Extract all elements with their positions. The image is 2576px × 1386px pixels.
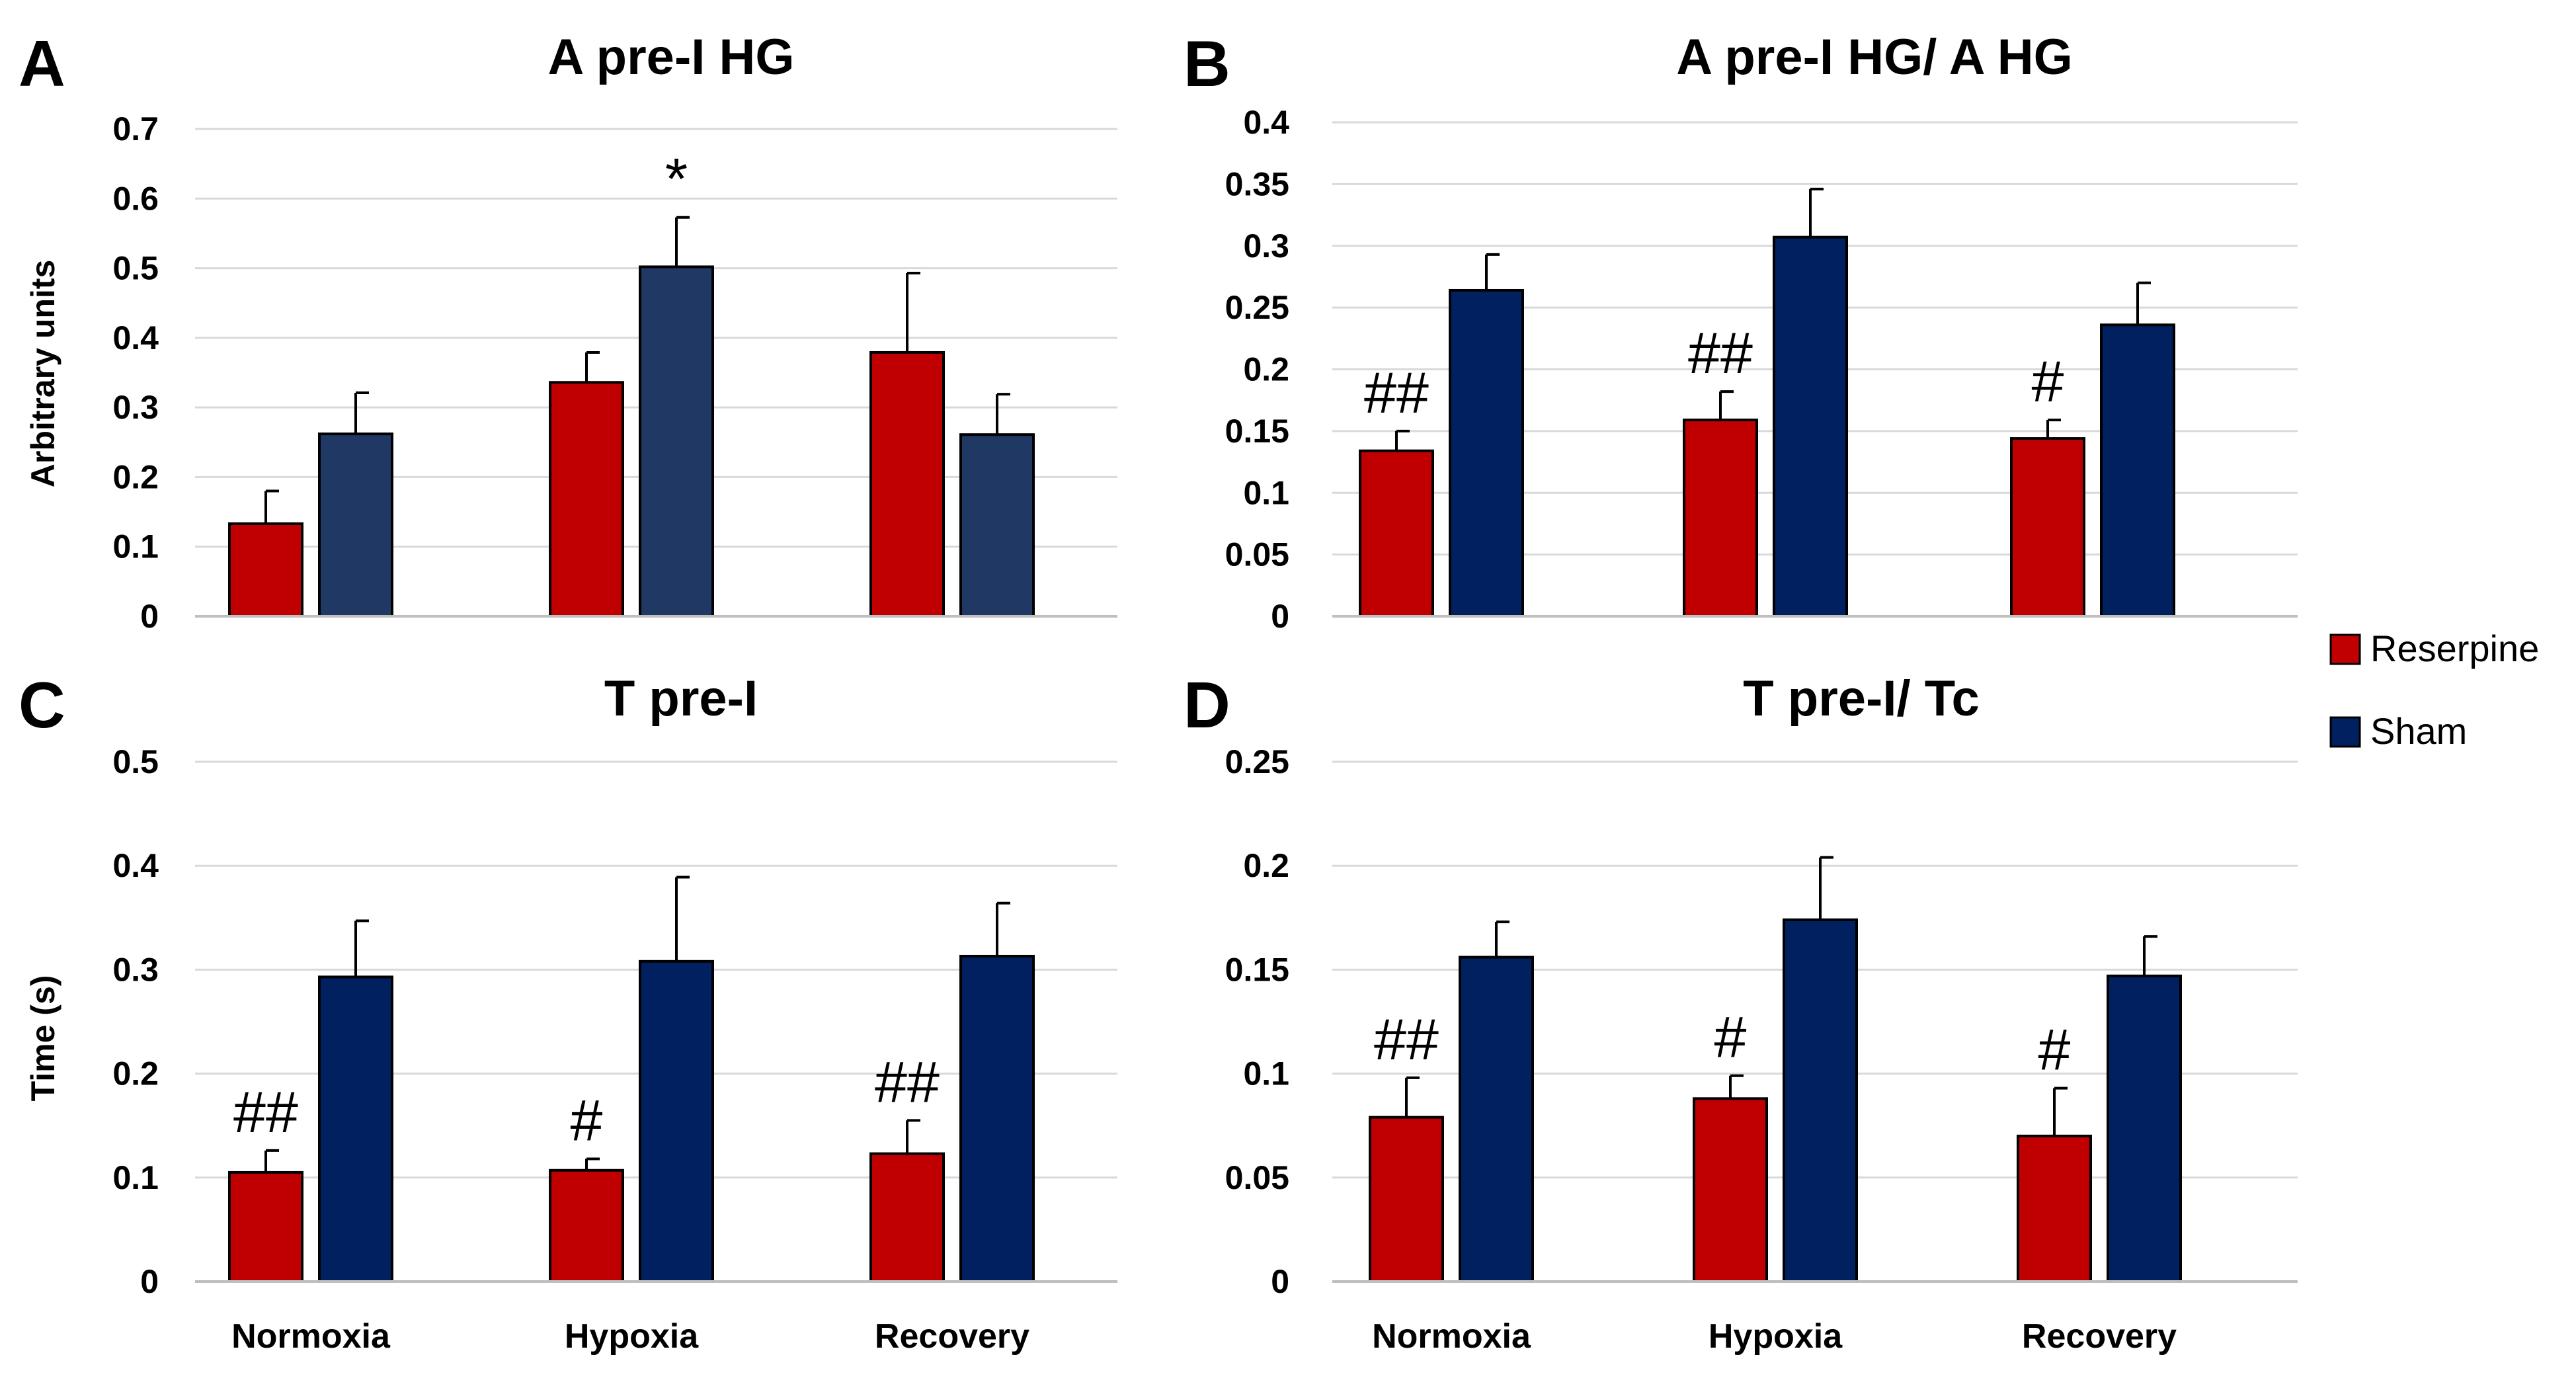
significance-marker: ##: [233, 1079, 298, 1145]
y-tick-label: 0.4: [1243, 104, 1289, 141]
panel-c-title: T pre-I: [604, 671, 758, 727]
y-tick-label: 0.2: [112, 458, 159, 495]
legend-swatch-reserpine: [2329, 633, 2361, 665]
bar-sham: [1773, 235, 1848, 618]
panel-letter-b: B: [1184, 27, 1230, 100]
bar-reserpine: [228, 522, 303, 618]
x-category-label: Recovery: [2022, 1317, 2177, 1356]
bar-reserpine: [869, 1152, 945, 1284]
legend-swatch-sham: [2329, 716, 2361, 748]
significance-marker: ##: [1688, 320, 1753, 386]
y-tick-label: 0: [140, 1263, 159, 1300]
y-tick-label: 0.3: [1243, 227, 1289, 265]
bar-reserpine: [2017, 1134, 2092, 1284]
y-tick-label: 0.1: [112, 1159, 159, 1196]
bar-sham: [1459, 956, 1534, 1283]
significance-marker: #: [2038, 1017, 2071, 1082]
significance-marker: #: [1714, 1004, 1747, 1070]
bar-reserpine: [1369, 1116, 1444, 1284]
y-tick-label: 0.35: [1225, 165, 1289, 202]
y-tick-label: 0: [1271, 598, 1289, 635]
y-tick-label: 0.4: [112, 847, 159, 884]
bar-sham: [2100, 323, 2175, 618]
bar-sham: [1449, 288, 1524, 618]
bar-reserpine: [549, 381, 624, 618]
panel-a-title: A pre-I HG: [548, 29, 795, 85]
legend-label-sham: Sham: [2370, 710, 2467, 752]
bar-sham: [959, 433, 1035, 618]
panel-c: C T pre-I Time (s) 00.10.20.30.40.5## ###…: [19, 669, 1117, 1356]
significance-marker: #: [571, 1088, 603, 1153]
y-tick-label: 0.3: [112, 389, 159, 426]
x-category-label: Recovery: [875, 1317, 1029, 1356]
bar-sham: [1783, 918, 1858, 1283]
panel-d: D T pre-I/ Tc 00.050.10.150.20.25## # #Nor…: [1184, 669, 2298, 1356]
y-tick-label: 0.7: [112, 110, 159, 147]
bar-sham: [639, 959, 714, 1283]
panel-a-plot: 0 0.1 0.2 0.3 0.4 0.5 0.6 0.7 *: [112, 110, 1117, 635]
y-tick-label: 0.25: [1225, 289, 1289, 326]
bar-reserpine: [1693, 1097, 1768, 1283]
x-category-label: Normoxia: [1372, 1317, 1531, 1356]
legend: Reserpine Sham: [2329, 628, 2539, 752]
y-tick-label: 0.25: [1225, 743, 1289, 780]
bar-sham: [318, 432, 393, 618]
panel-a-ylabel: Arbitrary units: [24, 260, 61, 488]
panel-d-title: T pre-I/ Tc: [1743, 671, 1980, 727]
bar-reserpine: [1359, 449, 1434, 618]
y-tick-label: 0.3: [112, 951, 159, 988]
x-category-label: Hypoxia: [565, 1317, 699, 1356]
panel-b: B A pre-I HG/ A HG 0 0.05 0.1 0.15 0.2 0.25 0.…: [1184, 27, 2298, 635]
bar-reserpine: [549, 1168, 624, 1284]
bar-sham: [639, 265, 714, 618]
y-tick-label: 0: [140, 598, 159, 635]
significance-marker: ##: [875, 1049, 940, 1114]
panel-letter-d: D: [1184, 669, 1230, 741]
y-tick-label: 0.1: [1243, 1055, 1289, 1092]
y-tick-label: 0.5: [112, 743, 159, 780]
y-tick-label: 0.05: [1225, 1159, 1289, 1196]
panel-letter-a: A: [19, 27, 65, 100]
y-tick-label: 0: [1271, 1263, 1289, 1300]
significance-marker: *: [665, 146, 688, 212]
significance-marker: #: [2032, 348, 2064, 414]
y-tick-label: 0.2: [1243, 847, 1289, 884]
bar-sham: [318, 975, 393, 1284]
y-tick-label: 0.1: [112, 528, 159, 565]
panel-d-plot: 00.050.10.150.20.25## # #Normoxia Hypoxia Re…: [1225, 743, 2298, 1356]
bar-reserpine: [2010, 437, 2085, 618]
significance-marker: ##: [1374, 1006, 1439, 1072]
panel-b-plot: 00.050.10.150.20.250.30.350.4#### #: [1225, 104, 2298, 635]
bar-reserpine: [1683, 419, 1758, 618]
panel-c-plot: 00.10.20.30.40.5## ###Normoxia Hypoxia Reco…: [112, 743, 1117, 1356]
panel-c-ylabel: Time (s): [24, 975, 61, 1102]
y-tick-label: 0.15: [1225, 413, 1289, 450]
panel-a: A A pre-I HG Arbitrary units 00.10.20.30…: [19, 27, 1117, 635]
panel-b-title: A pre-I HG/ A HG: [1676, 29, 2073, 85]
y-tick-label: 0.15: [1225, 951, 1289, 988]
y-tick-label: 0.6: [112, 180, 159, 217]
y-tick-label: 0.1: [1243, 474, 1289, 511]
y-tick-label: 0.5: [112, 250, 159, 287]
bar-reserpine: [869, 350, 945, 618]
y-tick-label: 0.2: [112, 1055, 159, 1092]
legend-label-reserpine: Reserpine: [2370, 628, 2539, 669]
x-category-label: Normoxia: [231, 1317, 391, 1356]
bar-sham: [959, 954, 1035, 1283]
x-category-label: Hypoxia: [1709, 1317, 1843, 1356]
y-tick-label: 0.05: [1225, 536, 1289, 573]
bar-sham: [2107, 974, 2182, 1284]
y-tick-label: 0.2: [1243, 351, 1289, 388]
significance-marker: ##: [1364, 360, 1429, 425]
bar-reserpine: [228, 1170, 303, 1283]
panel-letter-c: C: [19, 669, 65, 741]
y-tick-label: 0.4: [112, 319, 159, 356]
